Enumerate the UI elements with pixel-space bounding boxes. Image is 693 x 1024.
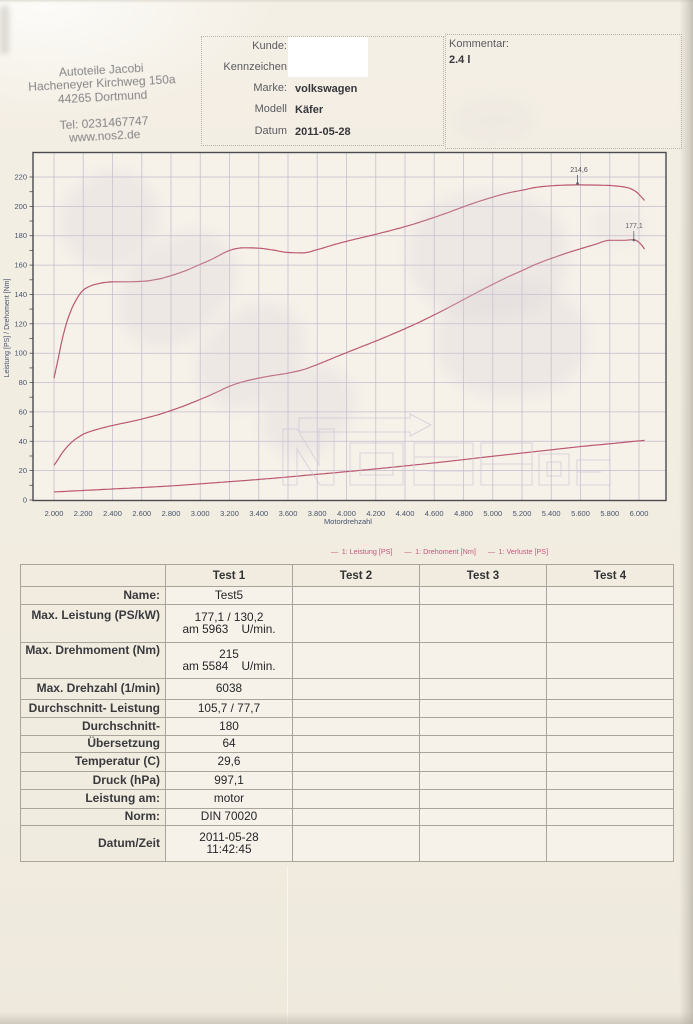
svg-text:3.000: 3.000: [191, 509, 210, 518]
svg-text:2.600: 2.600: [132, 509, 151, 518]
svg-text:2.000: 2.000: [45, 509, 64, 518]
svg-text:2.400: 2.400: [103, 509, 122, 518]
svg-text:40: 40: [19, 437, 27, 446]
svg-text:5.400: 5.400: [542, 509, 561, 518]
svg-text:6.000: 6.000: [630, 509, 649, 518]
svg-text:5.200: 5.200: [513, 509, 532, 518]
svg-text:100: 100: [14, 349, 27, 358]
svg-text:220: 220: [14, 173, 27, 182]
svg-text:4.600: 4.600: [425, 509, 444, 518]
svg-text:120: 120: [14, 319, 27, 328]
svg-text:200: 200: [14, 202, 27, 211]
svg-text:180: 180: [14, 231, 27, 240]
svg-text:160: 160: [14, 261, 27, 270]
svg-text:4.800: 4.800: [454, 509, 473, 518]
svg-text:2.800: 2.800: [162, 509, 181, 518]
svg-text:4.200: 4.200: [366, 509, 385, 518]
svg-text:3.200: 3.200: [220, 509, 239, 518]
svg-text:2.200: 2.200: [74, 509, 93, 518]
svg-text:20: 20: [19, 466, 27, 475]
svg-text:3.600: 3.600: [279, 509, 298, 518]
svg-text:5.600: 5.600: [571, 509, 590, 518]
svg-text:4.000: 4.000: [337, 509, 356, 518]
svg-text:Leistung [PS] / Drehoment [Nm]: Leistung [PS] / Drehoment [Nm]: [4, 279, 11, 378]
svg-text:60: 60: [19, 407, 27, 416]
svg-text:5.000: 5.000: [483, 509, 502, 518]
svg-text:140: 140: [14, 290, 27, 299]
svg-text:0: 0: [23, 496, 27, 505]
svg-text:4.400: 4.400: [396, 509, 415, 518]
svg-text:80: 80: [19, 378, 27, 387]
svg-text:214,6: 214,6: [570, 167, 588, 174]
svg-text:3.400: 3.400: [249, 509, 268, 518]
svg-text:5.800: 5.800: [600, 509, 619, 518]
svg-text:3.800: 3.800: [308, 509, 327, 518]
svg-text:Motordrehzahl: Motordrehzahl: [324, 517, 372, 526]
svg-text:177,1: 177,1: [625, 223, 643, 230]
